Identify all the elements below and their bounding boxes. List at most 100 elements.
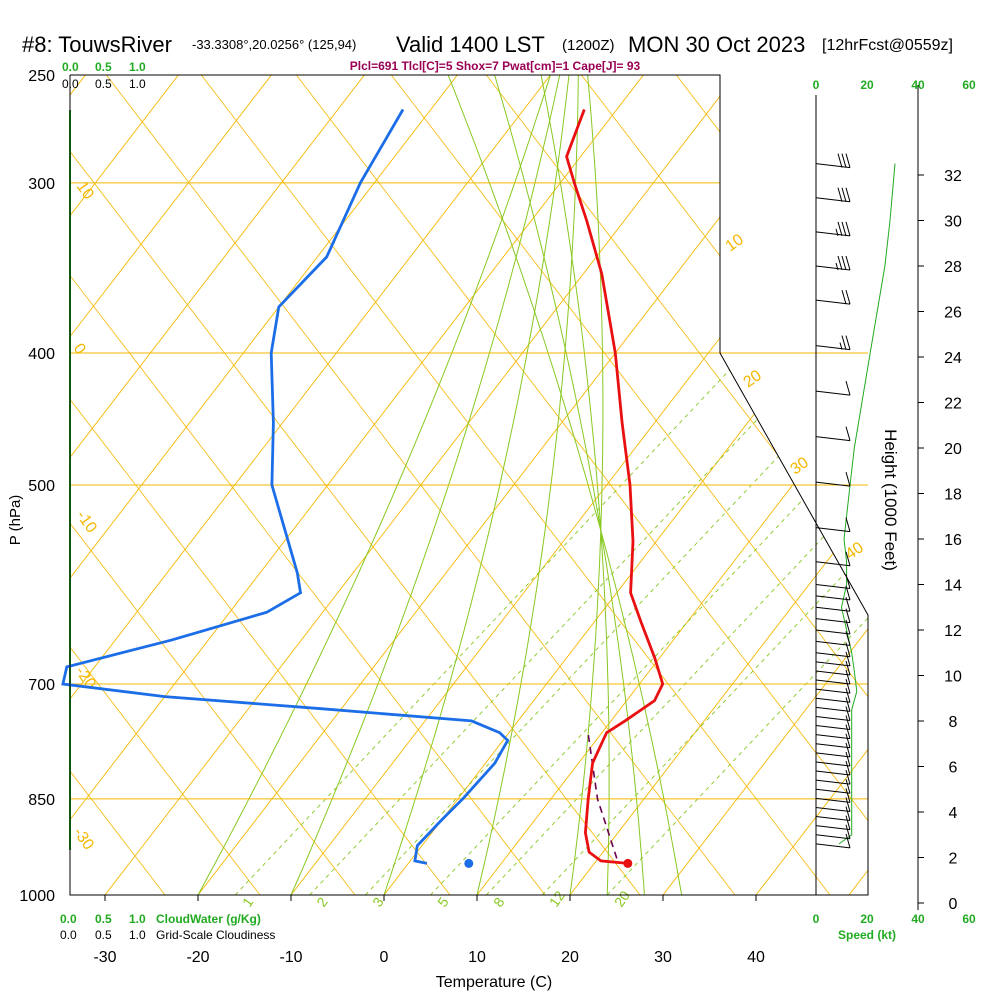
dry-adiabat-line (70, 75, 868, 895)
dry-adiabat-line (70, 75, 736, 895)
cloudwater-scale-top-0: 0.0 (62, 60, 79, 74)
wind-barb-flag (845, 688, 851, 703)
surface-temperature-marker (623, 858, 633, 868)
wind-barb-flag (845, 551, 851, 566)
pressure-tick-label: 700 (28, 677, 55, 694)
isotherm-line (70, 75, 374, 895)
wind-barb-staff (815, 688, 851, 694)
wind-barb-staff (815, 806, 851, 812)
wind-barb-flag (841, 153, 847, 168)
wind-barb-flag (845, 724, 851, 739)
wind-barb-staff (815, 788, 851, 794)
pressure-tick-label: 400 (28, 346, 55, 363)
moist-adiabat-line (569, 75, 604, 895)
height-tick-label: 4 (949, 805, 958, 822)
isotherm-line (70, 75, 467, 895)
isotherm-line (70, 75, 746, 895)
temp-tick-label: 30 (654, 949, 672, 966)
wind-barb-staff (815, 752, 851, 758)
wind-barb-flag (845, 221, 851, 237)
wind-barb-staff (815, 715, 851, 721)
speed-tick-top-20: 20 (860, 78, 874, 92)
wind-barb-flag (845, 255, 851, 271)
wind-barb-flag (837, 255, 843, 271)
surface-dewpoint-marker (464, 858, 474, 868)
wind-barb-staff (815, 670, 851, 676)
wind-barb-flag (845, 797, 851, 812)
isotherm-line (70, 75, 281, 895)
height-tick-label: 16 (944, 532, 962, 549)
dry-adiabat-line (70, 75, 451, 895)
wind-barb-staff (815, 629, 851, 635)
speed-tick-bottom-20: 20 (860, 912, 874, 926)
wind-barb-staff (815, 779, 851, 785)
wind-barb-flag (845, 697, 851, 712)
wind-barb-staff (815, 595, 851, 601)
isotherm-line (640, 75, 868, 895)
pressure-tick-label: 1000 (19, 888, 55, 905)
wind-barb-flag (845, 679, 851, 694)
dry-adiabat-line (70, 75, 831, 895)
wind-barb-staff (815, 734, 851, 740)
height-tick-label: 28 (944, 259, 962, 276)
station-title: #8: TouwsRiver (22, 32, 172, 57)
wind-barb-staff (815, 816, 851, 822)
speed-axis-label: Speed (kt) (838, 928, 896, 942)
cloudiness-scale-bottom-1: 0.5 (95, 928, 112, 942)
wind-barb-staff (815, 436, 851, 442)
dry-adiabat-line (70, 75, 868, 895)
isotherm-line (70, 75, 560, 895)
speed-tick-bottom-0: 0 (813, 912, 820, 926)
valid-date: MON 30 Oct 2023 (628, 32, 805, 57)
height-tick-label: 24 (944, 350, 962, 367)
cloudiness-scale-top-0: 0.0 (62, 77, 79, 91)
parcel-trace (587, 732, 618, 859)
height-tick-label: 14 (944, 578, 962, 595)
temp-tick-label: -20 (186, 949, 209, 966)
wind-barb-staff (815, 606, 851, 612)
isotherm-line (733, 75, 868, 895)
wind-barb-flag (845, 779, 851, 794)
isotherm-line (268, 75, 868, 895)
wind-barb-flag (841, 289, 847, 305)
dry-adiabat-line (70, 75, 868, 895)
speed-tick-top-0: 0 (813, 78, 820, 92)
pressure-tick-label: 850 (28, 792, 55, 809)
dry-adiabat-line (70, 75, 868, 895)
wind-barb-staff (815, 761, 851, 767)
temp-tick-label: -10 (279, 949, 302, 966)
temp-tick-label: 40 (747, 949, 765, 966)
wind-barb-staff (815, 231, 851, 237)
station-coords: -33.3308°,20.0256° (125,94) (192, 37, 356, 52)
speed-tick-bottom-60: 60 (962, 912, 976, 926)
wind-barb-staff (815, 770, 851, 776)
wind-barb-staff (815, 265, 851, 271)
height-tick-label: 6 (949, 760, 958, 777)
height-tick-label: 22 (944, 396, 962, 413)
wind-barb-flag (841, 221, 847, 237)
dewpoint-profile (61, 108, 510, 865)
wind-barb-staff (815, 679, 851, 685)
height-tick-label: 10 (944, 669, 962, 686)
dry-adiabat-line (70, 75, 641, 895)
wind-barb-flag (845, 187, 851, 202)
wind-barb-flag (845, 660, 851, 676)
wind-barb-staff (815, 345, 851, 351)
wind-barb-staff (815, 584, 851, 589)
wind-barb-staff (815, 197, 851, 203)
wind-barb-halfflag (835, 262, 839, 271)
y-axis-label: P (hPa) (7, 495, 24, 546)
height-tick-label: 2 (949, 851, 958, 868)
speed-tick-top-60: 60 (962, 78, 976, 92)
wind-barb-staff (815, 661, 851, 667)
wind-barb-staff (815, 697, 851, 703)
valid-time: Valid 1400 LST (396, 32, 545, 57)
moist-adiabat-line (494, 75, 645, 895)
wind-barb-flag (845, 335, 851, 350)
wind-barb-staff (815, 390, 851, 396)
wind-barb-flag (841, 255, 847, 271)
height-tick-label: 20 (944, 441, 962, 458)
